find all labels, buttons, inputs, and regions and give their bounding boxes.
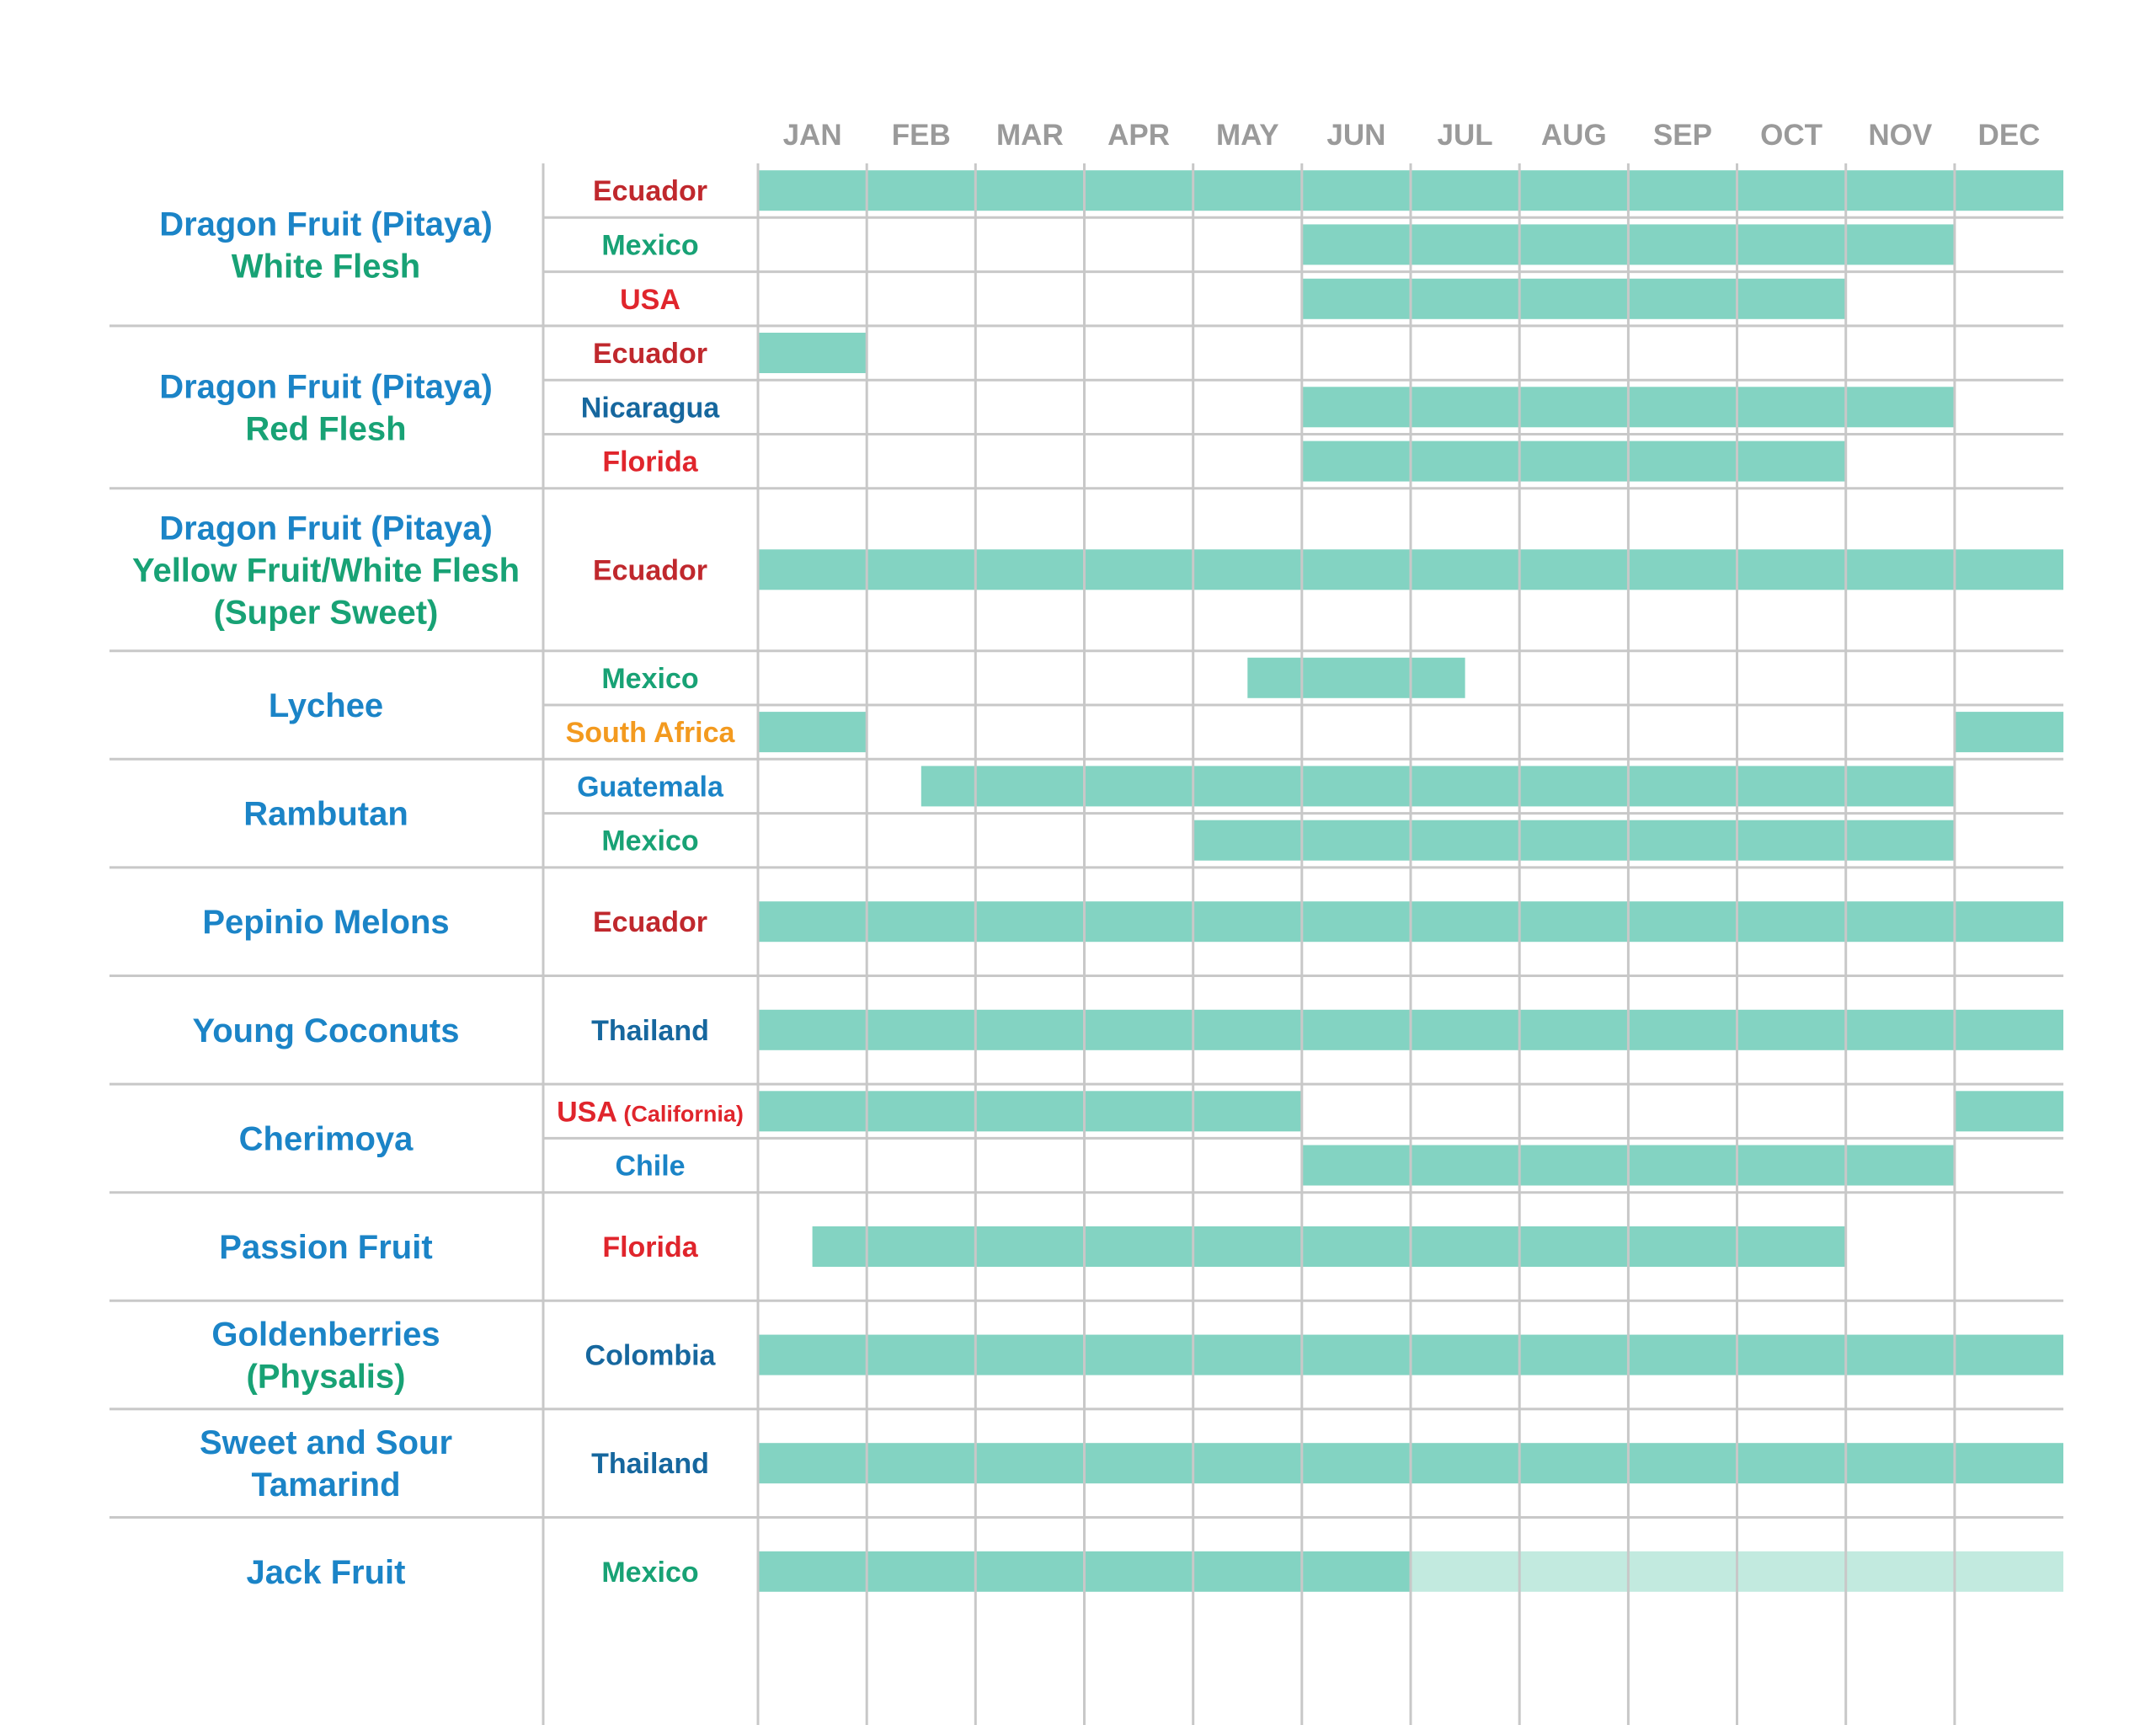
origin-label: Mexico [601, 663, 698, 695]
product-name: Dragon Fruit (Pitaya) [159, 368, 493, 405]
product-name: White Flesh [232, 248, 420, 285]
product-name: (Physalis) [247, 1359, 406, 1396]
month-label-dec: DEC [1978, 119, 2041, 152]
month-label-mar: MAR [996, 119, 1064, 152]
bar-1-2-0 [1301, 441, 1846, 482]
product-name: Tamarind [251, 1466, 400, 1503]
origin-label: Nicaragua [581, 392, 720, 424]
row-labels: Dragon Fruit (Pitaya) White Flesh Ecuador M… [132, 175, 744, 1591]
origin-label: USA (California) [557, 1096, 744, 1128]
product-name: Pepinio Melons [202, 904, 449, 941]
product-name: Dragon Fruit (Pitaya) [159, 206, 493, 243]
bar-8-0-0 [812, 1226, 1846, 1267]
bar-7-0-0 [758, 1091, 1302, 1132]
bar-3-0-0 [1247, 657, 1465, 698]
grid-layer [109, 163, 2064, 1725]
month-label-jun: JUN [1326, 119, 1385, 152]
product-name: Cherimoya [239, 1120, 414, 1157]
bar-0-2-0 [1301, 278, 1846, 319]
origin-label: Florida [602, 446, 698, 478]
bar-3-1-0 [758, 712, 867, 753]
origin-label: Ecuador [593, 906, 707, 938]
month-label-may: MAY [1216, 119, 1279, 152]
origin-label: Mexico [601, 229, 698, 261]
origin-label: Guatemala [577, 771, 724, 803]
month-label-apr: APR [1107, 119, 1170, 152]
month-label-nov: NOV [1868, 119, 1933, 152]
origin-label: Florida [602, 1231, 698, 1263]
product-name: Sweet and Sour [200, 1424, 452, 1461]
product-name: Goldenberries [211, 1316, 440, 1354]
origin-label: Ecuador [593, 175, 707, 207]
month-label-jul: JUL [1438, 119, 1493, 152]
product-name: Yellow Fruit/White Flesh [132, 552, 520, 589]
bar-4-0-0 [921, 766, 1955, 807]
origin-label: Thailand [591, 1015, 709, 1047]
month-header: JAN FEB MAR APR MAY JUN JUL AUG SEP OCT NOV DEC [783, 119, 2041, 152]
origin-label: Ecuador [593, 338, 707, 370]
month-label-sep: SEP [1653, 119, 1712, 152]
month-label-jan: JAN [783, 119, 842, 152]
bar-3-1-1 [1954, 712, 2064, 753]
origin-label: Mexico [601, 1557, 698, 1589]
origin-label: Ecuador [593, 554, 707, 586]
product-name: Rambutan [243, 796, 408, 833]
product-name: (Super Sweet) [214, 594, 439, 631]
origin-label: South Africa [566, 717, 736, 749]
month-label-aug: AUG [1541, 119, 1607, 152]
origin-label: Mexico [601, 825, 698, 857]
product-name: Lychee [269, 687, 383, 724]
bar-4-1-0 [1193, 820, 1955, 861]
origin-label: USA [620, 284, 680, 316]
bar-1-0-0 [758, 333, 867, 373]
product-name: Red Flesh [245, 410, 406, 447]
origin-label: Colombia [585, 1340, 717, 1372]
product-name: Young Coconuts [193, 1012, 460, 1049]
product-name: Jack Fruit [247, 1554, 406, 1591]
origin-label: Chile [615, 1151, 685, 1183]
month-label-oct: OCT [1760, 119, 1822, 152]
product-name: Dragon Fruit (Pitaya) [159, 510, 493, 547]
product-name: Passion Fruit [219, 1229, 432, 1266]
month-label-feb: FEB [892, 119, 951, 152]
bar-7-0-1 [1954, 1091, 2064, 1132]
origin-label: Thailand [591, 1448, 709, 1480]
